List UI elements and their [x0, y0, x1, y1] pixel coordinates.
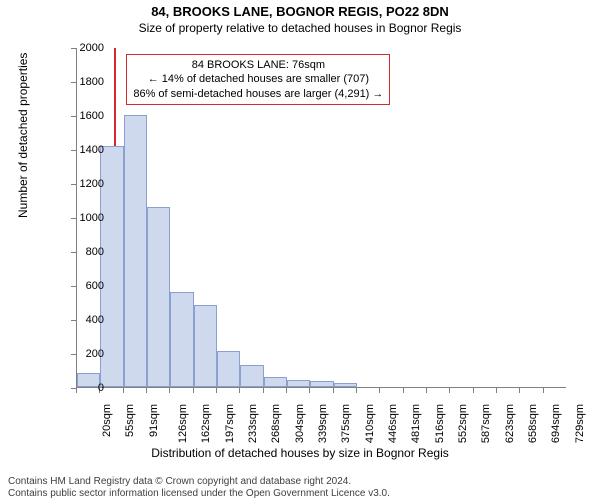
xtick-mark — [379, 388, 380, 393]
xtick-mark — [193, 388, 194, 393]
annotation-line2: ← 14% of detached houses are smaller (70… — [133, 72, 383, 86]
xtick-mark — [309, 388, 310, 393]
xtick-mark — [356, 388, 357, 393]
xtick-label: 91sqm — [148, 404, 160, 437]
ytick-label: 1600 — [64, 110, 104, 122]
ytick-label: 1400 — [64, 144, 104, 156]
xtick-label: 375sqm — [340, 404, 352, 443]
xtick-label: 694sqm — [550, 404, 562, 443]
xtick-label: 623sqm — [504, 404, 516, 443]
ytick-label: 400 — [64, 314, 104, 326]
xtick-label: 162sqm — [200, 404, 212, 443]
y-axis-label: Number of detached properties — [16, 53, 30, 218]
chart-area: 84 BROOKS LANE: 76sqm ← 14% of detached … — [76, 48, 566, 422]
annotation-line1: 84 BROOKS LANE: 76sqm — [133, 58, 383, 72]
xtick-label: 339sqm — [317, 404, 329, 443]
xtick-mark — [496, 388, 497, 393]
xtick-label: 126sqm — [177, 404, 189, 443]
footer-line2: Contains public sector information licen… — [8, 488, 390, 500]
xtick-mark — [543, 388, 544, 393]
histogram-bar — [194, 305, 217, 387]
xtick-label: 516sqm — [434, 404, 446, 443]
xtick-mark — [449, 388, 450, 393]
xtick-mark — [263, 388, 264, 393]
histogram-bar — [217, 351, 240, 387]
ytick-label: 1000 — [64, 212, 104, 224]
annotation-line3: 86% of semi-detached houses are larger (… — [133, 87, 383, 101]
xtick-mark — [426, 388, 427, 393]
chart-title-sub: Size of property relative to detached ho… — [0, 21, 600, 35]
xtick-mark — [239, 388, 240, 393]
ytick-label: 0 — [64, 382, 104, 394]
xtick-label: 197sqm — [224, 404, 236, 443]
xtick-label: 481sqm — [410, 404, 422, 443]
xtick-mark — [403, 388, 404, 393]
xtick-label: 55sqm — [124, 404, 136, 437]
ytick-label: 1200 — [64, 178, 104, 190]
footer-attribution: Contains HM Land Registry data © Crown c… — [8, 476, 390, 500]
xtick-mark — [333, 388, 334, 393]
xtick-mark — [519, 388, 520, 393]
xtick-label: 268sqm — [270, 404, 282, 443]
ytick-label: 2000 — [64, 42, 104, 54]
xtick-label: 446sqm — [387, 404, 399, 443]
xtick-label: 410sqm — [364, 404, 376, 443]
annotation-box: 84 BROOKS LANE: 76sqm ← 14% of detached … — [126, 54, 390, 105]
xtick-label: 729sqm — [574, 404, 586, 443]
xtick-mark — [286, 388, 287, 393]
xtick-mark — [146, 388, 147, 393]
histogram-bar — [287, 380, 310, 387]
xtick-label: 552sqm — [457, 404, 469, 443]
xtick-mark — [169, 388, 170, 393]
histogram-bar — [240, 365, 263, 387]
plot-region: 84 BROOKS LANE: 76sqm ← 14% of detached … — [76, 48, 566, 388]
histogram-bar — [334, 383, 357, 387]
histogram-bar — [170, 292, 193, 387]
xtick-label: 20sqm — [101, 404, 113, 437]
ytick-label: 800 — [64, 246, 104, 258]
chart-title-address: 84, BROOKS LANE, BOGNOR REGIS, PO22 8DN — [0, 4, 600, 19]
xtick-label: 587sqm — [480, 404, 492, 443]
x-axis-label: Distribution of detached houses by size … — [0, 446, 600, 460]
histogram-bar — [310, 381, 333, 387]
xtick-label: 658sqm — [527, 404, 539, 443]
xtick-mark — [216, 388, 217, 393]
xtick-mark — [473, 388, 474, 393]
histogram-bar — [124, 115, 147, 387]
footer-line1: Contains HM Land Registry data © Crown c… — [8, 476, 390, 488]
ytick-label: 200 — [64, 348, 104, 360]
xtick-mark — [123, 388, 124, 393]
histogram-bar — [147, 207, 170, 387]
xtick-label: 304sqm — [294, 404, 306, 443]
xtick-label: 233sqm — [247, 404, 259, 443]
ytick-label: 1800 — [64, 76, 104, 88]
ytick-label: 600 — [64, 280, 104, 292]
histogram-bar — [264, 377, 287, 387]
